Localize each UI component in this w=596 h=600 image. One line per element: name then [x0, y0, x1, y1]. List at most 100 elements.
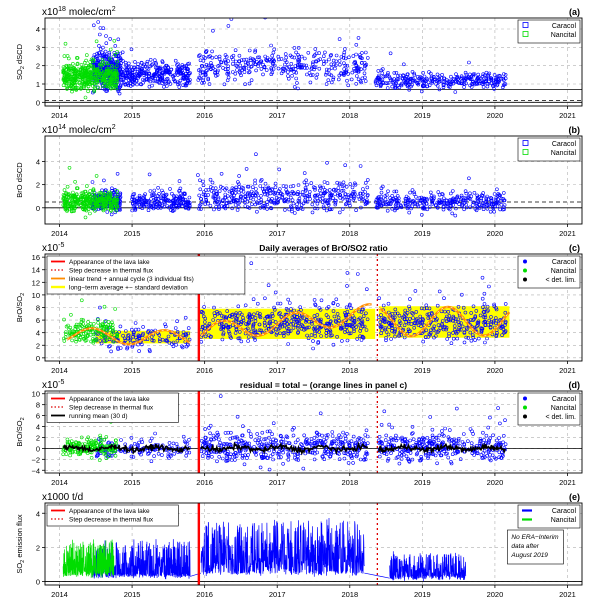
- data-point: [329, 80, 334, 85]
- data-point: [327, 57, 331, 62]
- data-point: [163, 200, 167, 205]
- data-point: [407, 317, 412, 321]
- data-point: [440, 322, 444, 326]
- data-point: [64, 192, 69, 196]
- data-point: [345, 63, 350, 68]
- x-tick-label: 2018: [341, 366, 358, 375]
- data-point: [107, 190, 112, 195]
- data-point: [177, 179, 182, 183]
- data-point: [363, 181, 368, 185]
- data-point: [480, 296, 485, 301]
- data-point: [281, 334, 286, 338]
- data-point: [233, 312, 238, 317]
- data-point: [484, 70, 489, 75]
- data-point: [494, 306, 498, 310]
- data-point: [357, 309, 361, 314]
- data-point: [106, 202, 111, 207]
- data-point: [447, 334, 451, 339]
- data-point: [203, 193, 208, 198]
- data-point: [411, 198, 415, 203]
- data-point: [462, 82, 467, 86]
- data-point: [336, 77, 341, 82]
- data-point: [183, 197, 188, 202]
- data-point: [178, 195, 182, 199]
- data-point: [101, 62, 106, 67]
- data-point: [430, 312, 434, 316]
- data-point: [309, 333, 314, 337]
- data-point: [289, 307, 293, 311]
- data-point: [328, 191, 333, 196]
- data-point: [77, 337, 81, 342]
- data-point: [351, 54, 356, 58]
- data-point: [222, 314, 226, 319]
- data-point: [116, 345, 120, 350]
- data-point: [303, 189, 308, 193]
- data-point: [272, 198, 277, 203]
- data-point: [494, 318, 498, 323]
- legend-box: [517, 137, 581, 162]
- data-point: [341, 55, 346, 60]
- data-point: [110, 63, 114, 68]
- data-point: [471, 80, 475, 84]
- data-point: [340, 197, 345, 201]
- data-point: [103, 49, 108, 54]
- legend-swatch: [522, 140, 529, 146]
- data-point: [105, 210, 110, 214]
- data-point: [61, 65, 66, 69]
- data-point: [343, 192, 348, 197]
- data-point: [307, 193, 312, 197]
- data-point: [95, 78, 99, 83]
- data-point: [310, 73, 315, 77]
- data-point: [274, 439, 278, 443]
- data-point: [242, 57, 246, 62]
- data-point: [322, 206, 326, 210]
- data-point: [386, 71, 390, 75]
- data-point: [293, 452, 298, 457]
- data-point: [248, 193, 252, 198]
- data-point: [81, 207, 86, 212]
- data-point: [145, 449, 150, 453]
- data-point: [420, 197, 425, 201]
- data-point: [140, 342, 144, 347]
- data-point: [415, 75, 420, 79]
- data-point: [223, 431, 228, 435]
- data-point: [296, 190, 300, 194]
- data-point: [202, 190, 206, 194]
- data-point: [336, 193, 341, 198]
- data-point: [330, 441, 335, 446]
- data-point: [259, 198, 264, 202]
- legend-box: [517, 255, 581, 289]
- data-point: [381, 74, 386, 79]
- data-point: [230, 435, 235, 440]
- data-point: [419, 89, 424, 94]
- data-point: [354, 52, 358, 57]
- data-point: [219, 172, 224, 176]
- data-point: [203, 56, 207, 60]
- data-point: [206, 54, 211, 59]
- data-point: [229, 430, 233, 435]
- data-point: [462, 196, 467, 200]
- data-point: [91, 193, 95, 197]
- data-point: [265, 207, 269, 211]
- data-point: [135, 337, 139, 342]
- data-point: [198, 178, 202, 183]
- data-point: [206, 453, 211, 458]
- data-point: [163, 80, 167, 84]
- data-point: [203, 72, 208, 77]
- data-point: [388, 51, 393, 56]
- data-point: [290, 189, 295, 194]
- x-tick-label: 2021: [559, 111, 576, 120]
- data-point: [436, 323, 441, 327]
- data-point: [81, 332, 86, 336]
- series-caracol: [94, 261, 508, 354]
- data-point: [257, 328, 262, 333]
- data-point: [364, 287, 369, 292]
- data-point: [325, 321, 329, 326]
- data-point: [328, 329, 333, 334]
- data-point: [213, 314, 217, 318]
- data-point: [500, 207, 505, 212]
- data-point: [281, 66, 286, 71]
- data-point: [153, 205, 158, 210]
